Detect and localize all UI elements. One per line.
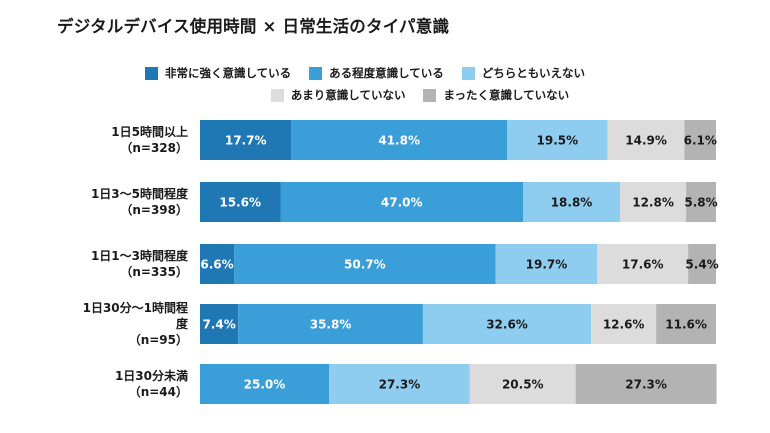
segment-label: 18.8% <box>551 196 593 210</box>
bar-segment <box>422 304 592 344</box>
category-label: （n=95） <box>129 332 188 347</box>
category-label: 1日5時間以上 <box>111 124 188 139</box>
bar-segment <box>591 304 657 344</box>
bar-segment <box>469 364 576 404</box>
segment-label: 6.1% <box>684 134 717 148</box>
legend-row: あまり意識していない まったく意識していない <box>70 84 770 106</box>
legend-item: 非常に強く意識している <box>144 65 292 81</box>
legend-swatch <box>309 66 323 80</box>
segment-label: 25.0% <box>244 378 286 392</box>
segment-label: 12.6% <box>603 318 645 332</box>
bar-segment <box>200 244 235 284</box>
bar-segment <box>329 364 470 404</box>
segment-label: 5.4% <box>685 258 718 272</box>
segment-label: 41.8% <box>378 134 420 148</box>
segment-label: 12.8% <box>632 196 674 210</box>
legend-row: 非常に強く意識している ある程度意識している どちらともいえない <box>0 62 770 84</box>
legend-label: どちらともいえない <box>481 66 586 80</box>
segment-label: 50.7% <box>344 258 386 272</box>
bar-segment <box>523 182 621 222</box>
legend: 非常に強く意識している ある程度意識している どちらともいえないあまり意識していない… <box>0 62 770 106</box>
legend-swatch <box>461 66 475 80</box>
bar-segment <box>200 304 239 344</box>
legend-item: どちらともいえない <box>461 65 586 81</box>
legend-item: ある程度意識している <box>309 65 444 81</box>
category-label: （n=328） <box>120 140 188 155</box>
bar-segment <box>597 244 689 284</box>
segment-label: 20.5% <box>502 378 544 392</box>
bar-segment <box>280 182 524 222</box>
legend-swatch <box>144 66 158 80</box>
category-label: （n=398） <box>120 202 188 217</box>
category-label: 1日3～5時間程度 <box>91 186 189 201</box>
category-label: 度 <box>176 316 189 331</box>
category-label: 1日30分～1時間程 <box>83 300 188 315</box>
bar-segment <box>686 182 716 222</box>
segment-label: 27.3% <box>625 378 667 392</box>
bar-segment <box>684 120 716 160</box>
bar-segment <box>291 120 508 160</box>
legend-label: 非常に強く意識している <box>164 66 292 80</box>
bar-segment <box>234 244 496 284</box>
bar-segment <box>200 120 292 160</box>
legend-label: ある程度意識している <box>329 66 444 80</box>
legend-item: あまり意識していない <box>270 87 406 103</box>
bar-segment <box>495 244 598 284</box>
legend-item: まったく意識していない <box>423 87 569 103</box>
segment-label: 27.3% <box>379 378 421 392</box>
segment-label: 35.8% <box>310 318 352 332</box>
bar-segment <box>575 364 717 404</box>
category-label: 1日30分未満 <box>115 368 188 383</box>
segment-label: 6.6% <box>200 258 233 272</box>
segment-label: 47.0% <box>381 196 423 210</box>
category-label: 1日1～3時間程度 <box>91 248 189 263</box>
bar-segment <box>200 364 329 404</box>
legend-label: まったく意識していない <box>443 88 570 102</box>
segment-label: 14.9% <box>625 134 667 148</box>
segment-label: 17.6% <box>622 258 664 272</box>
bar-segment <box>507 120 608 160</box>
bar-segment <box>607 120 685 160</box>
segment-label: 19.5% <box>537 134 579 148</box>
segment-label: 17.7% <box>225 134 267 148</box>
bar-segment <box>238 304 423 344</box>
legend-swatch <box>423 88 437 102</box>
legend-swatch <box>270 88 284 102</box>
segment-label: 5.8% <box>684 196 717 210</box>
category-label: （n=44） <box>129 384 188 399</box>
segment-label: 11.6% <box>665 318 707 332</box>
bar-segment <box>200 182 281 222</box>
segment-label: 19.7% <box>526 258 568 272</box>
legend-label: あまり意識していない <box>290 88 406 102</box>
bar-segment <box>620 182 687 222</box>
bar-segment <box>688 244 716 284</box>
chart-title: デジタルデバイス使用時間 × 日常生活のタイパ意識 <box>57 17 450 36</box>
segment-label: 32.6% <box>486 318 528 332</box>
segment-label: 7.4% <box>202 318 235 332</box>
bar-segment <box>656 304 716 344</box>
category-label: （n=335） <box>120 264 188 279</box>
segment-label: 15.6% <box>219 196 261 210</box>
